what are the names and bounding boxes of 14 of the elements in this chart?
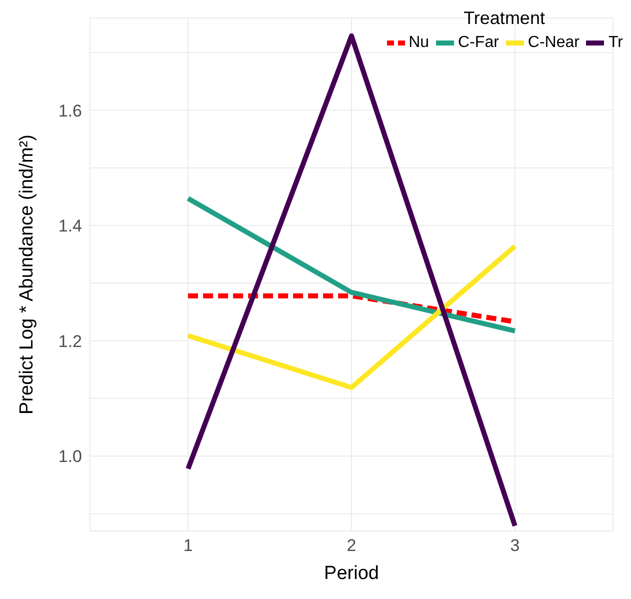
x-tick-label: 2 [346, 536, 356, 556]
x-axis-title: Period [324, 563, 379, 584]
legend-label: C-Far [458, 33, 499, 53]
x-tick-label: 1 [183, 536, 193, 556]
x-tick-label: 3 [510, 536, 520, 556]
y-tick-label: 1.2 [58, 332, 82, 351]
y-tick-label: 1.0 [58, 447, 82, 466]
y-tick-label: 1.4 [58, 216, 82, 236]
legend-label: C-Near [528, 33, 580, 53]
y-tick-label: 1.6 [58, 101, 82, 120]
y-axis-title: Predict Log * Abundance (ind/m²) [16, 134, 38, 414]
legend-title: Treatment [462, 8, 546, 29]
legend-label: Tr [608, 33, 623, 53]
legend-label: Nu [408, 33, 430, 53]
